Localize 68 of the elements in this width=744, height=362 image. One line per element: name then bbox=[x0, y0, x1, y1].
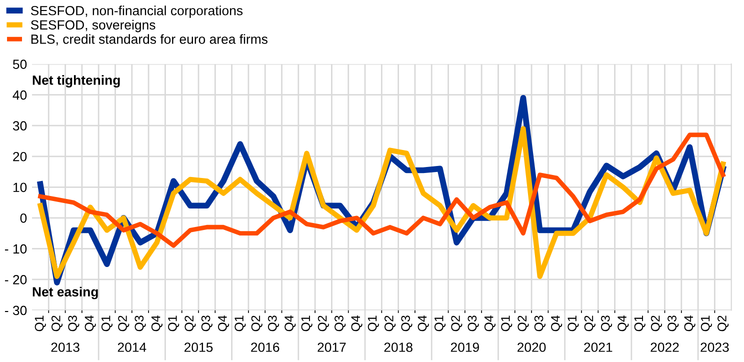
legend-label: SESFOD, non-financial corporations bbox=[30, 6, 243, 18]
x-tick-label: Q4 bbox=[218, 315, 230, 332]
annotation: Net easing bbox=[32, 286, 98, 300]
x-tick-label: Q2 bbox=[650, 316, 662, 332]
x-tick-label: Q4 bbox=[351, 315, 362, 332]
text: 2021 bbox=[584, 342, 612, 352]
text: 2016 bbox=[251, 342, 280, 352]
x-tick-label: Q2 bbox=[184, 316, 196, 332]
x-tick-label: Q1 bbox=[700, 316, 712, 332]
x-tick-label: Q4 bbox=[618, 315, 629, 332]
x-tick-label: Q3 bbox=[268, 316, 280, 332]
x-tick-label: Q1 bbox=[568, 316, 579, 332]
y-tick-label: 20 bbox=[13, 152, 27, 162]
x-tick-label: Q1 bbox=[168, 316, 180, 332]
x-tick-label: Q2 bbox=[451, 316, 462, 332]
x-tick-label: Q1 bbox=[501, 316, 512, 332]
x-tick-label: Q1 bbox=[234, 316, 246, 332]
x-tick-label: Q3 bbox=[600, 316, 612, 332]
line-series bbox=[38, 132, 726, 248]
x-tick-label: Q2 bbox=[384, 316, 396, 332]
x-tick-label: Q3 bbox=[668, 316, 679, 332]
x-tick-label: Q4 bbox=[151, 315, 162, 332]
x-tick-label: Q2 bbox=[718, 316, 729, 332]
annotation: Net tightening bbox=[32, 75, 120, 88]
x-tick-label: Q3 bbox=[201, 316, 212, 332]
x-tick-label: Q3 bbox=[334, 316, 346, 332]
x-tick-label: Q3 bbox=[534, 316, 546, 332]
x-tick-label: Q4 bbox=[684, 315, 696, 332]
text: 2020 bbox=[518, 342, 546, 352]
text: 2019 bbox=[450, 342, 479, 352]
x-tick-label: Q2 bbox=[584, 316, 596, 332]
x-tick-label: Q3 bbox=[134, 316, 146, 332]
y-tick-label: 50 bbox=[12, 60, 27, 69]
y-tick-label: 40 bbox=[12, 90, 27, 100]
x-tick-label: Q4 bbox=[551, 315, 562, 332]
x-tick-label: Q1 bbox=[301, 316, 312, 332]
x-tick-label: Q3 bbox=[68, 316, 80, 332]
x-tick-label: Q1 bbox=[101, 316, 113, 332]
y-tick-label: 0 bbox=[20, 213, 27, 223]
x-tick-label: Q3 bbox=[468, 316, 479, 332]
x-tick-label: Q2 bbox=[118, 316, 130, 332]
x-tick-label: Q1 bbox=[34, 316, 46, 332]
text: 2014 bbox=[118, 342, 146, 352]
x-tick-label: Q1 bbox=[434, 316, 446, 332]
x-tick-label: Q2 bbox=[518, 316, 529, 332]
x-tick-label: Q3 bbox=[401, 316, 412, 332]
y-tick-label: - 30 bbox=[4, 306, 27, 316]
x-tick-label: Q4 bbox=[418, 315, 429, 332]
text: 2022 bbox=[650, 342, 679, 352]
y-tick-label: - 20 bbox=[4, 275, 27, 284]
text: 2015 bbox=[184, 342, 213, 352]
x-tick-label: Q4 bbox=[484, 315, 496, 332]
legend-label: BLS, credit standards for euro area firms bbox=[31, 34, 268, 46]
x-tick-label: Q2 bbox=[318, 316, 329, 332]
x-tick-label: Q2 bbox=[251, 316, 262, 332]
y-tick-label: 10 bbox=[13, 182, 27, 192]
text: 2018 bbox=[384, 342, 412, 352]
legend-label: SESFOD, sovereigns bbox=[30, 20, 156, 32]
y-tick-label: 30 bbox=[12, 121, 27, 131]
text: 2023 bbox=[700, 342, 729, 352]
x-tick-label: Q4 bbox=[284, 315, 296, 332]
text: 2017 bbox=[318, 342, 346, 352]
x-tick-label: Q2 bbox=[51, 316, 63, 332]
text: 2013 bbox=[51, 342, 80, 352]
x-tick-label: Q4 bbox=[84, 315, 96, 332]
y-tick-label: - 10 bbox=[4, 244, 27, 254]
x-tick-label: Q1 bbox=[634, 316, 646, 332]
x-tick-label: Q1 bbox=[368, 316, 379, 332]
